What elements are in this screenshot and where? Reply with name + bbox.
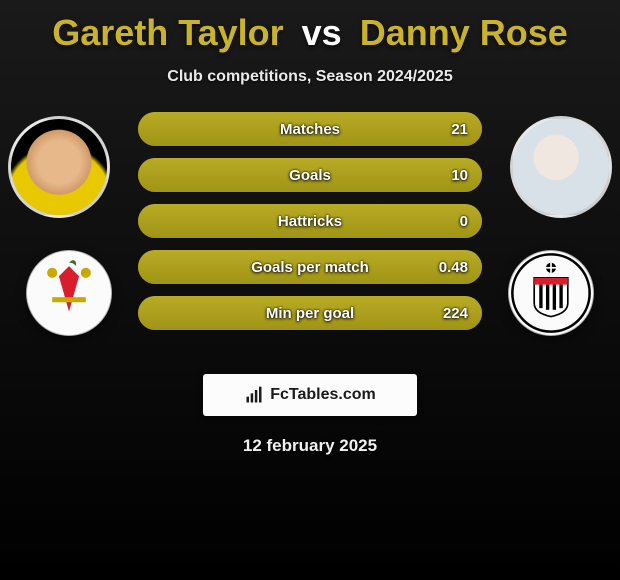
stat-value: 224 [443,296,468,330]
stat-label: Min per goal [138,296,482,330]
stat-value: 0 [460,204,468,238]
stat-bar: Goals 10 [138,158,482,192]
snapshot-date: 12 february 2025 [0,436,620,456]
stat-label: Hattricks [138,204,482,238]
bar-chart-icon [244,385,264,405]
stat-label: Goals per match [138,250,482,284]
subtitle: Club competitions, Season 2024/2025 [0,68,620,86]
stat-bar: Hattricks 0 [138,204,482,238]
crest-icon [509,251,593,335]
player1-club-crest [26,250,112,336]
stat-bars: Matches 21 Goals 10 Hattricks 0 Goals pe… [138,112,482,342]
stat-value: 10 [451,158,468,192]
stat-bar: Goals per match 0.48 [138,250,482,284]
player2-club-crest [508,250,594,336]
crest-icon [27,251,111,335]
player2-avatar [510,116,612,218]
stat-label: Matches [138,112,482,146]
stat-bar: Min per goal 224 [138,296,482,330]
branding-text: FcTables.com [270,386,376,404]
stat-bar: Matches 21 [138,112,482,146]
comparison-title: Gareth Taylor vs Danny Rose [0,0,620,54]
stats-area: Matches 21 Goals 10 Hattricks 0 Goals pe… [0,116,620,356]
stat-value: 0.48 [439,250,468,284]
vs-separator: vs [302,12,342,53]
player1-avatar [8,116,110,218]
stat-label: Goals [138,158,482,192]
player1-name: Gareth Taylor [52,12,283,53]
stat-value: 21 [451,112,468,146]
branding-badge: FcTables.com [203,374,417,416]
player2-name: Danny Rose [360,12,568,53]
